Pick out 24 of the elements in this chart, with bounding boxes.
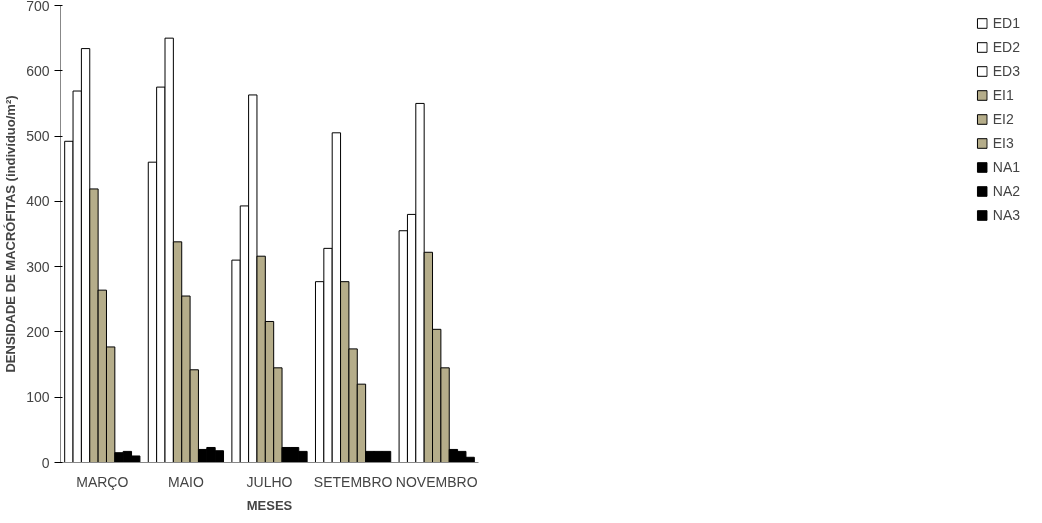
y-tick-label: 200 xyxy=(26,323,50,340)
legend-label: EI2 xyxy=(992,111,1014,127)
x-tick-label: JULHO xyxy=(246,473,293,490)
y-tick-label: 400 xyxy=(26,193,50,210)
x-tick-label: MARÇO xyxy=(76,473,129,490)
legend-label: NA3 xyxy=(992,207,1020,223)
x-tick-label: MAIO xyxy=(168,473,204,490)
y-tick-label: 700 xyxy=(26,0,50,14)
legend-label: NA1 xyxy=(992,159,1020,175)
y-tick-label: 0 xyxy=(41,454,50,471)
y-tick-label: 500 xyxy=(26,128,50,145)
legend-label: EI3 xyxy=(992,135,1014,151)
x-axis-title: MESES xyxy=(246,497,293,513)
y-tick-label: 300 xyxy=(26,258,50,275)
legend-label: ED2 xyxy=(992,39,1020,55)
legend-label: EI1 xyxy=(992,87,1014,103)
y-tick-label: 600 xyxy=(26,62,50,79)
legend-label: ED3 xyxy=(992,63,1020,79)
legend-label: NA2 xyxy=(992,183,1020,199)
legend-label: ED1 xyxy=(992,15,1020,31)
y-tick-label: 100 xyxy=(26,389,50,406)
x-tick-label: NOVEMBRO xyxy=(395,473,478,490)
y-axis-title: DENSIDADE DE MACRÓFITAS (indivíduo/m²) xyxy=(3,95,19,373)
x-tick-label: SETEMBRO xyxy=(313,473,393,490)
